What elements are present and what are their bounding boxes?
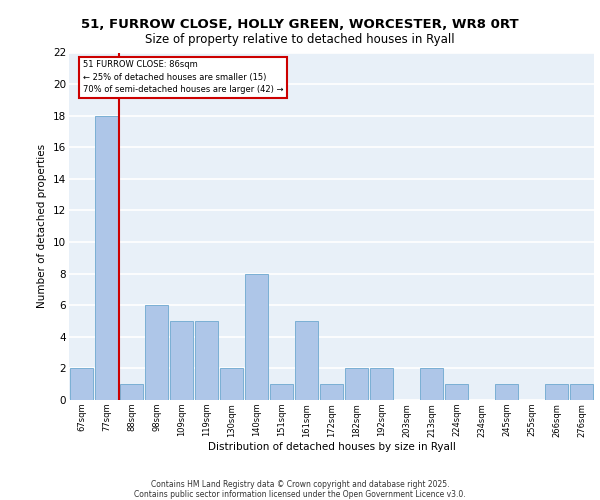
Text: Size of property relative to detached houses in Ryall: Size of property relative to detached ho…: [145, 32, 455, 46]
Bar: [120, 384, 143, 400]
Text: 51 FURROW CLOSE: 86sqm
← 25% of detached houses are smaller (15)
70% of semi-det: 51 FURROW CLOSE: 86sqm ← 25% of detached…: [83, 60, 283, 94]
Bar: [445, 384, 468, 400]
Bar: [320, 384, 343, 400]
Y-axis label: Number of detached properties: Number of detached properties: [37, 144, 47, 308]
Bar: [370, 368, 393, 400]
Bar: [545, 384, 568, 400]
Bar: [195, 321, 218, 400]
Bar: [170, 321, 193, 400]
Bar: [570, 384, 593, 400]
Text: 51, FURROW CLOSE, HOLLY GREEN, WORCESTER, WR8 0RT: 51, FURROW CLOSE, HOLLY GREEN, WORCESTER…: [81, 18, 519, 30]
Bar: [95, 116, 118, 400]
Bar: [420, 368, 443, 400]
Bar: [270, 384, 293, 400]
Bar: [145, 305, 168, 400]
Text: Contains public sector information licensed under the Open Government Licence v3: Contains public sector information licen…: [134, 490, 466, 499]
Bar: [220, 368, 243, 400]
X-axis label: Distribution of detached houses by size in Ryall: Distribution of detached houses by size …: [208, 442, 455, 452]
Bar: [345, 368, 368, 400]
Bar: [245, 274, 268, 400]
Text: Contains HM Land Registry data © Crown copyright and database right 2025.: Contains HM Land Registry data © Crown c…: [151, 480, 449, 489]
Bar: [495, 384, 518, 400]
Bar: [295, 321, 318, 400]
Bar: [70, 368, 93, 400]
